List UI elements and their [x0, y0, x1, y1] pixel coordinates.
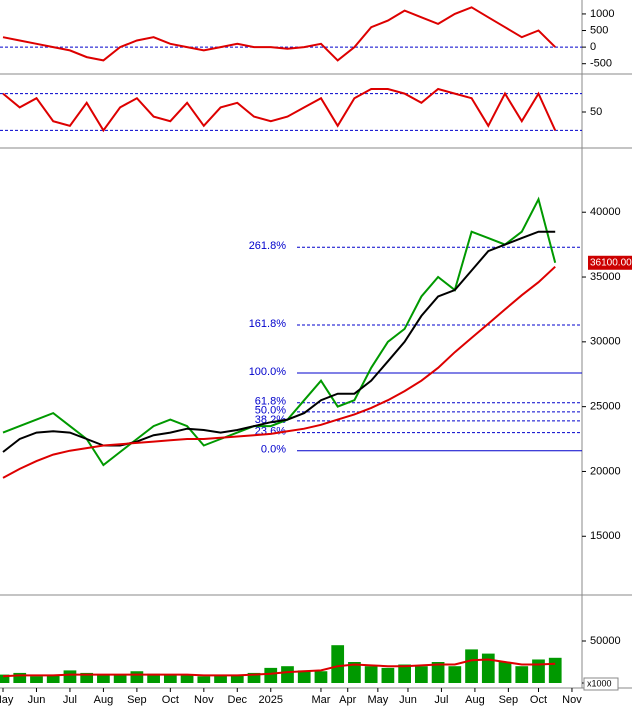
volume-bar — [63, 670, 77, 683]
y-tick-label: 1000 — [590, 8, 614, 20]
volume-bar — [431, 662, 445, 683]
x-tick-label: Jul — [434, 694, 448, 706]
fib-label: 161.8% — [249, 318, 287, 330]
x-tick-label: Jun — [28, 694, 46, 706]
x-tick-label: Oct — [162, 694, 179, 706]
y-tick-label: 25000 — [590, 401, 621, 413]
y-tick-label: -500 — [590, 58, 612, 70]
volume-bar — [381, 667, 395, 683]
fib-label: 0.0% — [261, 444, 286, 456]
volume-bar — [163, 674, 177, 683]
y-tick-label: 50 — [590, 106, 602, 118]
volume-bar — [214, 675, 227, 683]
x-tick-label: Oct — [530, 694, 547, 706]
volume-bar — [247, 672, 261, 683]
y-tick-label: 30000 — [590, 336, 621, 348]
volume-bar — [498, 662, 512, 683]
fib-label: 50.0% — [255, 405, 286, 417]
x-tick-label: Nov — [562, 694, 582, 706]
x-tick-label: Jun — [399, 694, 417, 706]
volume-bar — [364, 666, 378, 683]
unit-label: x1000 — [587, 678, 612, 688]
series-line — [2, 265, 556, 479]
volume-bar — [465, 649, 478, 683]
volume-bar — [113, 675, 127, 683]
volume-bar — [30, 676, 43, 683]
x-tick-label: Apr — [339, 694, 356, 706]
volume-bar — [548, 657, 562, 683]
y-tick-label: 500 — [590, 24, 608, 36]
volume-bar — [398, 664, 411, 683]
x-tick-label: Sep — [127, 694, 147, 706]
volume-bar — [230, 674, 244, 683]
volume-bar — [515, 666, 529, 683]
volume-bar — [264, 667, 278, 683]
x-tick-label: 2025 — [259, 694, 283, 706]
x-tick-label: Dec — [228, 694, 248, 706]
volume-bar — [197, 676, 211, 683]
x-tick-label: Nov — [194, 694, 214, 706]
x-tick-label: Jul — [63, 694, 77, 706]
x-tick-label: Mar — [311, 694, 330, 706]
volume-bar — [180, 675, 194, 683]
volume-bar — [130, 671, 144, 683]
series-line — [2, 230, 556, 453]
volume-bar — [481, 653, 495, 683]
series-line — [2, 196, 557, 467]
y-tick-label: 0 — [590, 41, 596, 53]
volume-bar — [314, 671, 328, 683]
y-tick-label: 20000 — [590, 465, 621, 477]
volume-bar — [414, 666, 428, 683]
y-tick-label: 40000 — [590, 206, 621, 218]
volume-bar — [348, 662, 361, 683]
fib-label: 100.0% — [249, 366, 287, 378]
volume-bar — [297, 670, 311, 683]
fib-label: 61.8% — [255, 396, 286, 408]
price-tag-label: 36100.00 — [590, 257, 632, 268]
series-line — [2, 658, 556, 678]
volume-bar — [147, 673, 160, 683]
volume-bar — [46, 675, 60, 683]
x-tick-label: Aug — [465, 694, 485, 706]
fib-label: 261.8% — [249, 240, 287, 252]
volume-bar — [532, 659, 545, 683]
volume-bar — [80, 672, 94, 683]
volume-bar — [97, 674, 110, 683]
x-tick-label: May — [0, 694, 14, 706]
x-tick-label: May — [367, 694, 388, 706]
volume-bar — [0, 674, 10, 683]
x-tick-label: Sep — [499, 694, 519, 706]
x-tick-label: Aug — [94, 694, 114, 706]
series-line — [2, 87, 557, 133]
price-tag — [588, 255, 632, 270]
volume-bar — [448, 666, 462, 683]
volume-bar — [281, 666, 294, 683]
volume-bar — [13, 672, 27, 683]
volume-bar — [331, 645, 345, 683]
y-tick-label: 35000 — [590, 271, 621, 283]
series-line — [2, 6, 556, 62]
y-tick-label: 15000 — [590, 530, 621, 542]
unit-box — [583, 677, 619, 691]
y-tick-label: 50000 — [590, 635, 621, 647]
